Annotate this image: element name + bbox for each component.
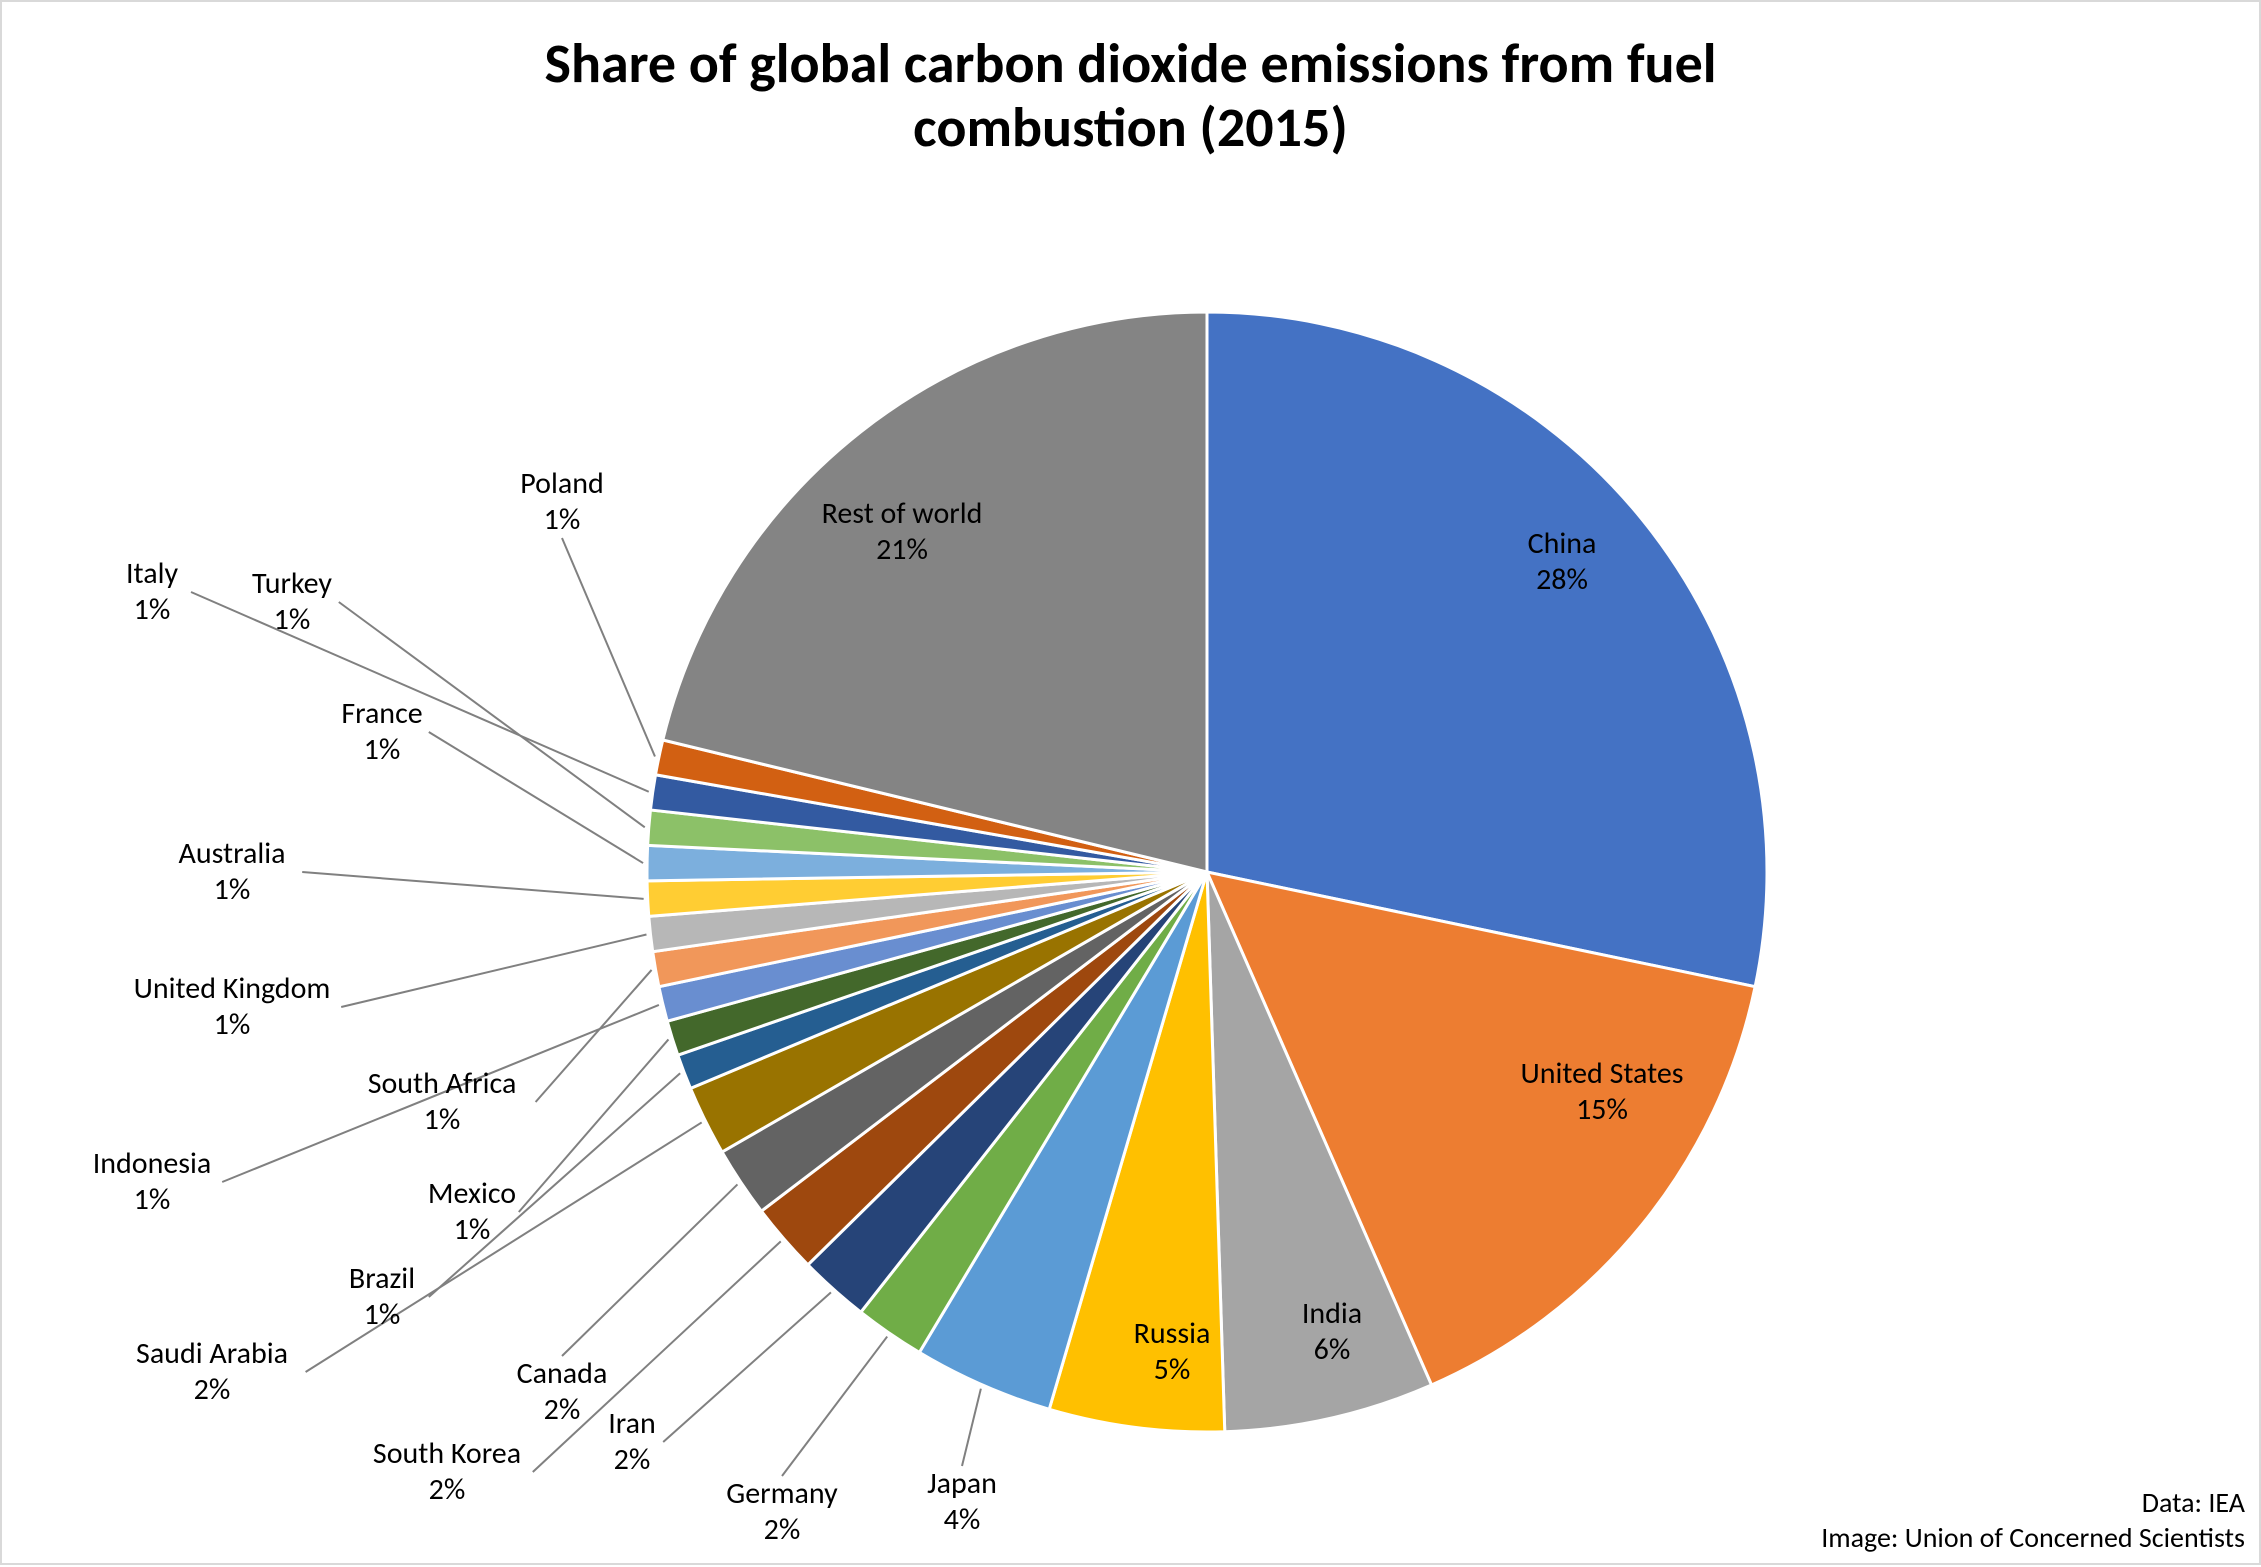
slice-label: South Africa 1% [368,1066,517,1138]
slice-label: Brazil 1% [349,1261,415,1333]
chart-frame: Share of global carbon dioxide emissions… [0,0,2261,1565]
slice-label: Rest of world 21% [822,496,983,568]
slice-label: United Kingdom 1% [134,971,331,1043]
slice-label: Russia 5% [1134,1316,1211,1388]
slice-label: Canada 2% [517,1356,608,1428]
slice-label: Australia 1% [179,836,286,908]
slice-label: Japan 4% [927,1466,997,1538]
slice-label: Mexico 1% [428,1176,516,1248]
slice-label: Germany 2% [726,1476,837,1548]
chart-credits: Data: IEA Image: Union of Concerned Scie… [1821,1485,2245,1555]
pie-chart [2,2,2261,1567]
slice-label: Saudi Arabia 2% [136,1336,288,1408]
pie-slice [1207,312,1767,987]
slice-label: Iran 2% [608,1406,656,1478]
slice-label: Poland 1% [520,466,604,538]
slice-label: South Korea 2% [373,1436,521,1508]
slice-label: India 6% [1302,1296,1362,1368]
slice-label: United States 15% [1520,1056,1683,1128]
slice-label: China 28% [1528,526,1597,598]
slice-label: Indonesia 1% [93,1146,212,1218]
slice-label: Italy 1% [126,556,178,628]
slice-label: France 1% [341,696,422,768]
slice-label: Turkey 1% [252,566,332,638]
